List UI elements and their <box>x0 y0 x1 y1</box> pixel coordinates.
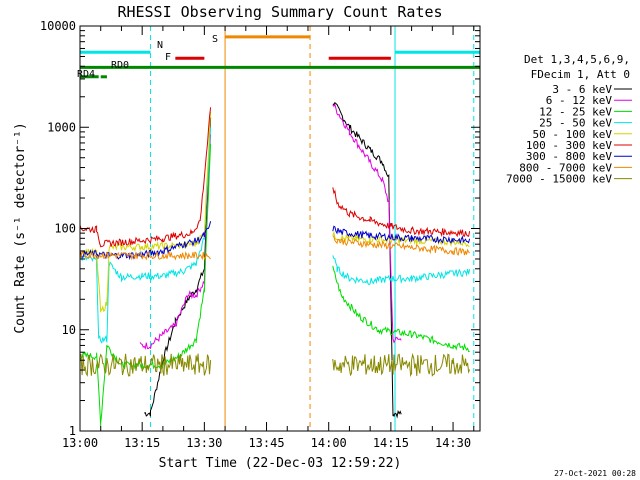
legend-label-5: 100 - 300 keV <box>526 139 612 152</box>
legend-label-4: 50 - 100 keV <box>533 128 613 141</box>
legend-header-line-2: FDecim 1, Att 0 <box>531 68 630 81</box>
legend-label-1: 6 - 12 keV <box>546 94 613 107</box>
x-tick-label-0: 13:00 <box>62 436 98 450</box>
legend-label-0: 3 - 6 keV <box>552 83 612 96</box>
flag-label-s: S <box>212 34 218 45</box>
x-tick-label-4: 14:00 <box>311 436 347 450</box>
series-line-5 <box>80 107 471 248</box>
legend-label-8: 7000 - 15000 keV <box>506 173 612 186</box>
chart-title: RHESSI Observing Summary Count Rates <box>117 3 442 21</box>
legend: Det 1,3,4,5,6,9, FDecim 1, Att 0 3 - 6 k… <box>506 53 632 186</box>
series-line-2 <box>80 143 470 427</box>
y-tick-label-1: 10 <box>62 323 76 337</box>
legend-label-3: 25 - 50 keV <box>539 117 612 130</box>
x-tick-label-5: 14:15 <box>373 436 409 450</box>
series-line-3 <box>80 127 471 344</box>
y-tick-label-2: 100 <box>54 222 76 236</box>
x-tick-label-3: 13:45 <box>248 436 284 450</box>
series-line-6 <box>80 221 471 261</box>
y-tick-label-0: 1 <box>69 424 76 438</box>
y-axis-label: Count Rate (s⁻¹ detector⁻¹) <box>13 122 28 333</box>
legend-label-7: 800 - 7000 keV <box>519 161 612 174</box>
legend-label-2: 12 - 25 keV <box>539 105 612 118</box>
y-tick-label-4: 10000 <box>40 19 76 33</box>
axes: 1 10 100 1000 10000 13:00 13:15 13:30 13:45 14:00… <box>40 19 481 450</box>
flag-label-rd4: RD4 <box>77 69 95 80</box>
x-tick-label-6: 14:30 <box>435 436 471 450</box>
legend-label-6: 300 - 800 keV <box>526 150 612 163</box>
flag-label-n: N <box>157 40 163 51</box>
x-tick-label-2: 13:30 <box>186 436 222 450</box>
x-tick-label-1: 13:15 <box>124 436 160 450</box>
series-line-8 <box>80 352 471 377</box>
x-axis-label: Start Time (22-Dec-03 12:59:22) <box>159 456 402 471</box>
flag-label-f: F <box>165 52 171 63</box>
series-line-4 <box>80 111 470 313</box>
generation-timestamp: 27-Oct-2021 00:28 <box>554 469 636 478</box>
series-line-7 <box>80 235 470 261</box>
flag-label-rd0: RD0 <box>111 60 129 71</box>
series-line-1 <box>139 103 402 350</box>
plot-area <box>80 26 480 431</box>
legend-header-line-1: Det 1,3,4,5,6,9, <box>524 53 630 66</box>
y-tick-label-3: 1000 <box>47 120 76 134</box>
